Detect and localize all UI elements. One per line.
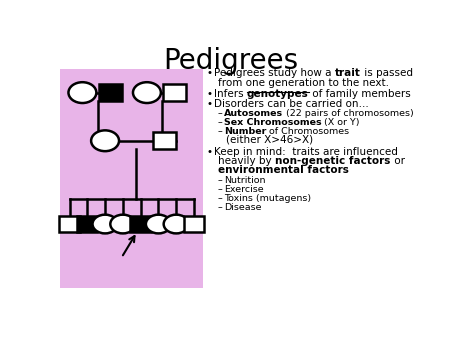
- Text: heavily by: heavily by: [218, 156, 275, 166]
- Text: Toxins (mutagens): Toxins (mutagens): [224, 194, 311, 203]
- Text: non-genetic factors: non-genetic factors: [275, 156, 391, 166]
- Text: –: –: [217, 176, 222, 186]
- Text: is passed: is passed: [360, 68, 413, 78]
- Text: –: –: [217, 194, 222, 203]
- Text: •: •: [207, 68, 213, 78]
- Bar: [184, 216, 204, 232]
- Text: Autosomes: Autosomes: [224, 109, 283, 118]
- Text: environmental factors: environmental factors: [218, 165, 349, 175]
- Text: –: –: [217, 185, 222, 194]
- Text: Exercise: Exercise: [224, 185, 263, 194]
- Circle shape: [110, 215, 135, 234]
- Text: –: –: [217, 109, 222, 118]
- Text: genotypes: genotypes: [247, 89, 309, 99]
- Bar: [77, 216, 98, 232]
- Circle shape: [133, 82, 161, 103]
- Text: Disease: Disease: [224, 203, 261, 212]
- Text: of family members: of family members: [309, 89, 410, 99]
- Text: Number: Number: [224, 127, 266, 136]
- Bar: [99, 84, 122, 101]
- Text: Disorders can be carried on…: Disorders can be carried on…: [214, 99, 369, 109]
- Text: Keep in mind:  traits are influenced: Keep in mind: traits are influenced: [214, 147, 398, 157]
- Circle shape: [164, 215, 189, 234]
- Bar: [163, 84, 186, 101]
- Bar: [60, 69, 202, 288]
- Circle shape: [93, 215, 117, 234]
- Text: of Chromosomes: of Chromosomes: [266, 127, 349, 136]
- Text: Nutrition: Nutrition: [224, 176, 265, 186]
- Text: –: –: [217, 127, 222, 136]
- Text: trait: trait: [335, 68, 360, 78]
- Text: Infers: Infers: [214, 89, 247, 99]
- Bar: [153, 132, 176, 149]
- Text: (X or Y): (X or Y): [321, 118, 360, 127]
- Circle shape: [146, 215, 171, 234]
- Circle shape: [91, 130, 119, 151]
- Text: •: •: [207, 99, 213, 109]
- Text: (22 pairs of chromosomes): (22 pairs of chromosomes): [283, 109, 414, 118]
- Text: Pedigrees: Pedigrees: [163, 47, 298, 75]
- Bar: [130, 216, 151, 232]
- Circle shape: [68, 82, 96, 103]
- Text: •: •: [207, 147, 213, 157]
- Text: or: or: [391, 156, 405, 166]
- Text: Pedigrees study how a: Pedigrees study how a: [214, 68, 335, 78]
- Text: Sex Chromosomes: Sex Chromosomes: [224, 118, 321, 127]
- Text: •: •: [207, 89, 213, 99]
- Text: from one generation to the next.: from one generation to the next.: [218, 78, 389, 88]
- Text: –: –: [217, 203, 222, 212]
- Text: –: –: [217, 118, 222, 127]
- Bar: [59, 216, 80, 232]
- Text: (either X>46>X): (either X>46>X): [226, 135, 313, 145]
